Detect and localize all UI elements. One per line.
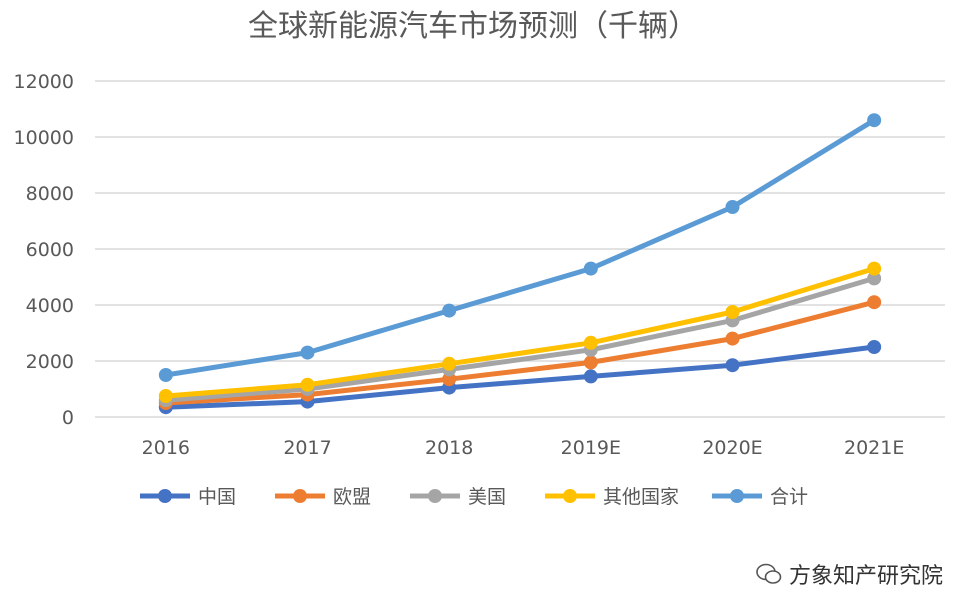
wechat-icon	[756, 563, 782, 584]
data-point	[300, 377, 315, 392]
data-point	[583, 355, 598, 370]
chart-title: 全球新能源汽车市场预测（千辆）	[248, 9, 698, 44]
x-tick-label: 2019E	[561, 437, 621, 459]
y-tick-label: 10000	[14, 127, 74, 149]
legend-marker	[293, 489, 307, 503]
footer-brand: 方象知产研究院	[755, 558, 943, 590]
legend-marker	[563, 489, 577, 503]
x-tick-label: 2021E	[844, 437, 904, 459]
data-point	[583, 335, 598, 350]
data-point	[725, 331, 740, 346]
data-point	[725, 200, 740, 214]
series-line-其他国家	[165, 266, 875, 399]
data-point	[867, 295, 882, 310]
legend-marker	[730, 489, 744, 503]
y-tick-label: 8000	[26, 183, 74, 205]
y-tick-label: 12000	[14, 71, 74, 93]
x-tick-label: 2020E	[702, 437, 762, 459]
x-tick-label: 2016	[142, 437, 190, 459]
y-tick-label: 0	[62, 407, 74, 429]
y-tick-label: 6000	[26, 239, 74, 261]
data-point	[158, 389, 173, 403]
data-point	[725, 358, 740, 373]
series-line-合计	[165, 118, 876, 378]
data-point	[158, 368, 173, 382]
y-tick-label: 2000	[26, 351, 74, 373]
y-tick-label: 4000	[26, 295, 74, 317]
series-line-欧盟	[165, 299, 875, 406]
data-point	[583, 261, 598, 276]
x-tick-label: 2018	[425, 437, 473, 459]
data-point	[442, 303, 457, 318]
data-point	[300, 345, 315, 360]
data-point	[725, 305, 740, 319]
series-line-中国	[165, 344, 875, 410]
legend-label: 合计	[770, 486, 808, 508]
legend-marker	[428, 489, 442, 503]
data-point	[442, 372, 457, 387]
footer-label: 方象知产研究院	[788, 564, 943, 589]
legend-label: 美国	[468, 486, 506, 508]
data-point	[867, 271, 882, 286]
legend-label: 欧盟	[333, 486, 371, 508]
legend-label: 其他国家	[603, 486, 679, 508]
data-point	[867, 113, 882, 128]
data-point	[583, 369, 598, 384]
legend-label: 中国	[198, 486, 236, 508]
legend-marker	[158, 489, 172, 503]
series-line-美国	[165, 276, 875, 403]
data-point	[867, 261, 882, 276]
data-point	[867, 340, 882, 354]
x-tick-label: 2017	[283, 437, 331, 459]
data-point	[442, 356, 457, 371]
